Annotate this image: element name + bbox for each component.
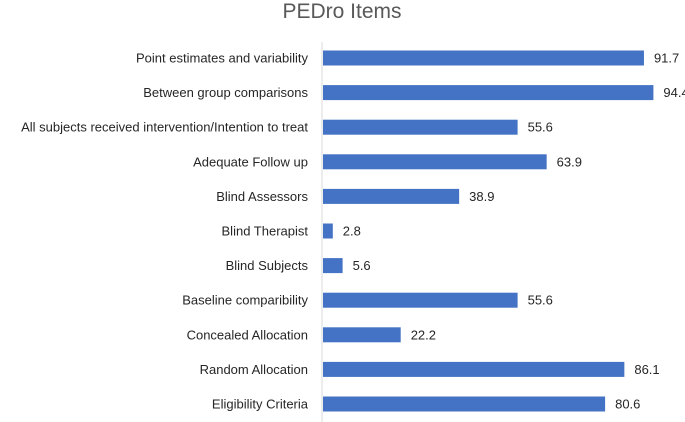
category-label: Blind Subjects xyxy=(226,258,309,273)
value-label: 22.2 xyxy=(411,327,436,342)
category-label: Point estimates and variability xyxy=(136,51,308,66)
category-label: Eligibility Criteria xyxy=(212,397,309,412)
category-label-group: Point estimates and variability Between g… xyxy=(21,51,309,412)
category-label: All subjects received intervention/Inten… xyxy=(21,120,308,135)
value-label: 94.4 xyxy=(663,85,685,100)
bar xyxy=(323,361,625,377)
value-label: 2.8 xyxy=(343,224,361,239)
category-label: Adequate Follow up xyxy=(193,154,308,169)
bar xyxy=(323,188,460,204)
bar xyxy=(323,154,547,170)
category-label: Blind Assessors xyxy=(216,189,308,204)
bar xyxy=(323,396,606,412)
value-label: 80.6 xyxy=(615,397,640,412)
category-label: Concealed Allocation xyxy=(187,327,308,342)
value-label: 38.9 xyxy=(469,189,494,204)
category-label: Baseline comparibility xyxy=(182,293,308,308)
value-label: 86.1 xyxy=(634,362,659,377)
value-label: 5.6 xyxy=(353,258,371,273)
value-label: 91.7 xyxy=(654,51,679,66)
bar xyxy=(323,327,401,343)
bar xyxy=(323,50,644,66)
value-label: 63.9 xyxy=(557,154,582,169)
value-label-group: 91.7 94.4 55.6 63.9 38.9 2.8 5.6 55.6 22.2 86.1 80… xyxy=(343,51,685,412)
category-label: Blind Therapist xyxy=(222,224,309,239)
bar-group xyxy=(323,50,654,412)
category-label: Between group comparisons xyxy=(143,85,308,100)
bar xyxy=(323,119,518,135)
value-label: 55.6 xyxy=(528,120,553,135)
bar xyxy=(323,223,333,239)
bar xyxy=(323,258,343,274)
category-label: Random Allocation xyxy=(200,362,308,377)
chart-title: PEDro Items xyxy=(282,0,401,23)
bar xyxy=(323,292,518,308)
bar xyxy=(323,85,654,101)
value-label: 55.6 xyxy=(528,293,553,308)
